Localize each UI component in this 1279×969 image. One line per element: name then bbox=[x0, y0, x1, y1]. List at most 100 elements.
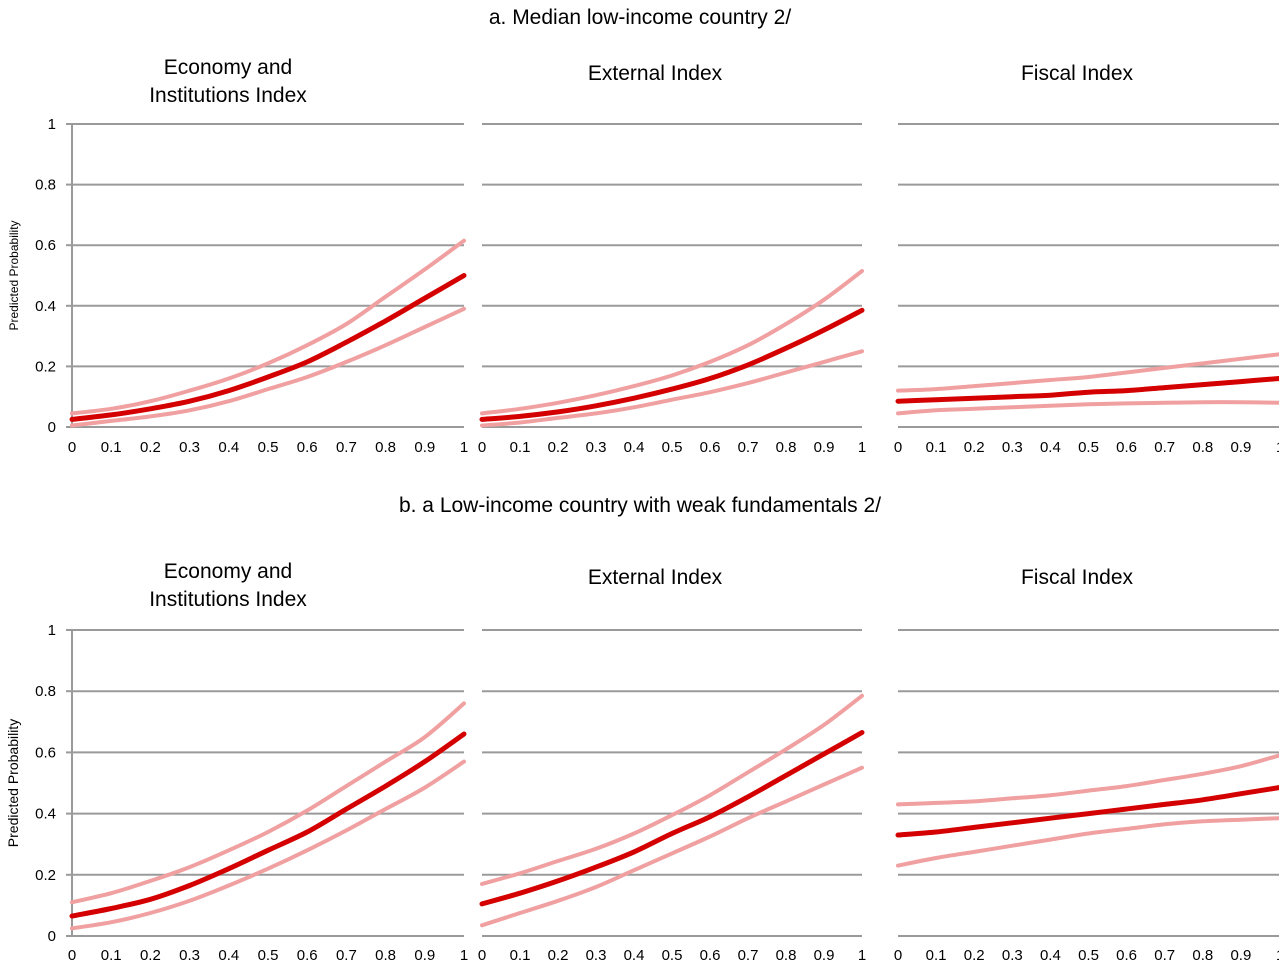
panel-title-line: Economy and bbox=[164, 56, 292, 79]
lower-bound-line bbox=[480, 765, 864, 928]
x-tick-label: 0.7 bbox=[1154, 947, 1175, 964]
x-tick-label: 0.9 bbox=[1230, 439, 1251, 456]
estimate-line bbox=[479, 730, 865, 907]
x-tick-label: 0 bbox=[478, 947, 486, 964]
panel-title-line: Economy and bbox=[164, 560, 292, 583]
x-tick-label: 0.9 bbox=[814, 439, 835, 456]
x-tick-label: 0.9 bbox=[414, 439, 435, 456]
upper-bound-line bbox=[70, 701, 466, 905]
panel-title-line: Institutions Index bbox=[149, 588, 307, 611]
y-tick-label: 0.2 bbox=[35, 867, 56, 884]
x-tick-label: 0.5 bbox=[1078, 947, 1099, 964]
x-tick-label: 0.7 bbox=[1154, 439, 1175, 456]
y-tick-label: 0.6 bbox=[35, 744, 56, 761]
x-tick-label: 0.2 bbox=[964, 947, 985, 964]
x-tick-label: 0.3 bbox=[1002, 947, 1023, 964]
upper-bound-line bbox=[480, 693, 864, 886]
panel-title: External Index bbox=[588, 566, 723, 589]
y-tick-label: 0.8 bbox=[35, 683, 56, 700]
upper-bound-line bbox=[896, 753, 1279, 807]
y-tick-label: 0.8 bbox=[35, 177, 56, 194]
estimate-line bbox=[895, 785, 1279, 838]
y-tick-label: 0 bbox=[48, 419, 56, 436]
y-tick-label: 0.4 bbox=[35, 806, 56, 823]
x-tick-label: 0.2 bbox=[548, 439, 569, 456]
x-tick-label: 0.6 bbox=[1116, 439, 1137, 456]
x-tick-label: 0.1 bbox=[101, 947, 122, 964]
x-tick-label: 0.4 bbox=[1040, 439, 1061, 456]
x-tick-label: 0.3 bbox=[1002, 439, 1023, 456]
y-tick-label: 0.4 bbox=[35, 298, 56, 315]
estimate-line bbox=[69, 273, 467, 422]
x-tick-label: 1 bbox=[460, 439, 468, 456]
y-tick-label: 0.6 bbox=[35, 237, 56, 254]
x-tick-label: 0.8 bbox=[1192, 439, 1213, 456]
lower-bound-line bbox=[896, 816, 1279, 868]
panel-title-line: Institutions Index bbox=[149, 84, 307, 107]
estimate-line bbox=[69, 731, 467, 919]
x-tick-label: 0.2 bbox=[140, 947, 161, 964]
x-tick-label: 0.1 bbox=[510, 439, 531, 456]
x-tick-label: 0.5 bbox=[1078, 439, 1099, 456]
lower-bound-line bbox=[70, 759, 466, 931]
y-axis-label: Predicted Probability bbox=[7, 220, 21, 330]
x-tick-label: 0.8 bbox=[375, 947, 396, 964]
x-tick-label: 0.6 bbox=[297, 439, 318, 456]
x-tick-label: 0.5 bbox=[662, 947, 683, 964]
x-tick-label: 0.2 bbox=[964, 439, 985, 456]
x-tick-label: 0.1 bbox=[926, 947, 947, 964]
x-tick-label: 0.7 bbox=[336, 439, 357, 456]
y-tick-label: 0 bbox=[48, 928, 56, 945]
x-tick-label: 0.8 bbox=[776, 439, 797, 456]
upper-bound-line bbox=[896, 352, 1279, 393]
x-tick-label: 0.9 bbox=[414, 947, 435, 964]
x-tick-label: 1 bbox=[858, 947, 866, 964]
panel-title: Fiscal Index bbox=[1021, 566, 1134, 589]
x-tick-label: 0.5 bbox=[258, 439, 279, 456]
lower-bound-line bbox=[480, 349, 864, 428]
x-tick-label: 0.4 bbox=[1040, 947, 1061, 964]
x-tick-label: 0.9 bbox=[1230, 947, 1251, 964]
x-tick-label: 0.7 bbox=[336, 947, 357, 964]
x-tick-label: 1 bbox=[1276, 439, 1279, 456]
x-tick-label: 0.6 bbox=[297, 947, 318, 964]
y-axis-label: Predicted Probability bbox=[5, 719, 21, 847]
x-tick-label: 0 bbox=[68, 947, 76, 964]
x-tick-label: 1 bbox=[858, 439, 866, 456]
x-tick-label: 0.1 bbox=[510, 947, 531, 964]
x-tick-label: 0.2 bbox=[548, 947, 569, 964]
section-title-a: a. Median low-income country 2/ bbox=[489, 6, 791, 29]
estimate-line bbox=[895, 376, 1279, 404]
x-tick-label: 0.1 bbox=[926, 439, 947, 456]
panel-title: Fiscal Index bbox=[1021, 62, 1134, 85]
y-tick-label: 1 bbox=[48, 116, 56, 133]
x-tick-label: 0 bbox=[68, 439, 76, 456]
x-tick-label: 0.5 bbox=[258, 947, 279, 964]
x-tick-label: 0.7 bbox=[738, 439, 759, 456]
upper-bound-line bbox=[480, 269, 864, 416]
x-tick-label: 0.5 bbox=[662, 439, 683, 456]
y-tick-label: 1 bbox=[48, 622, 56, 639]
x-tick-label: 0.3 bbox=[586, 439, 607, 456]
x-tick-label: 0.3 bbox=[179, 439, 200, 456]
x-tick-label: 0.4 bbox=[624, 439, 645, 456]
x-tick-label: 0.3 bbox=[179, 947, 200, 964]
y-tick-label: 0.2 bbox=[35, 358, 56, 375]
upper-bound-line bbox=[70, 238, 466, 416]
x-tick-label: 0.2 bbox=[140, 439, 161, 456]
lower-bound-line bbox=[70, 306, 466, 428]
x-tick-label: 0.6 bbox=[1116, 947, 1137, 964]
x-tick-label: 0.8 bbox=[1192, 947, 1213, 964]
estimate-line bbox=[479, 307, 865, 422]
x-tick-label: 0.8 bbox=[375, 439, 396, 456]
x-tick-label: 0.6 bbox=[700, 439, 721, 456]
x-tick-label: 0.6 bbox=[700, 947, 721, 964]
x-tick-label: 1 bbox=[460, 947, 468, 964]
x-tick-label: 0.3 bbox=[586, 947, 607, 964]
x-tick-label: 0.9 bbox=[814, 947, 835, 964]
x-tick-label: 0.1 bbox=[101, 439, 122, 456]
x-tick-label: 0 bbox=[478, 439, 486, 456]
x-tick-label: 0.4 bbox=[218, 947, 239, 964]
x-tick-label: 0 bbox=[894, 947, 902, 964]
